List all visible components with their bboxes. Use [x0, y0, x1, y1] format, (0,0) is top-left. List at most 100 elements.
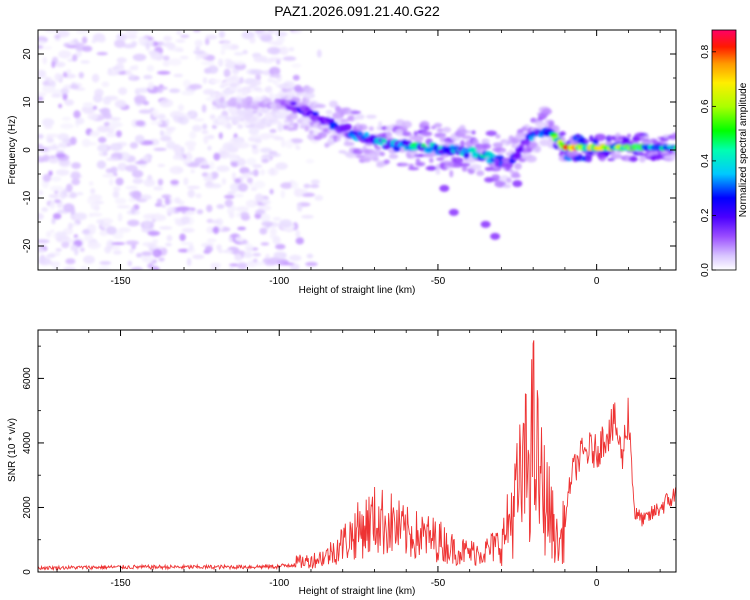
noise-blob	[124, 30, 139, 36]
noise-blob	[269, 188, 274, 195]
noise-blob	[216, 204, 225, 209]
noise-blob	[74, 248, 79, 256]
ridge-halo-blob	[347, 115, 356, 122]
noise-blob	[289, 138, 304, 144]
ridge-halo-blob	[388, 154, 399, 159]
noise-blob	[147, 81, 154, 90]
noise-blob	[280, 182, 293, 189]
noise-blob	[248, 171, 255, 175]
noise-blob	[52, 213, 62, 220]
noise-blob	[118, 87, 128, 95]
noise-blob	[242, 49, 248, 55]
ridge-core-blob	[505, 162, 514, 169]
spectrogram-noise	[38, 30, 326, 270]
noise-blob	[61, 116, 71, 121]
noise-blob	[147, 262, 154, 269]
noise-blob	[305, 261, 318, 267]
noise-blob	[220, 49, 226, 55]
noise-blob	[106, 157, 120, 161]
ridge-halo-blob	[400, 162, 409, 167]
noise-blob	[38, 40, 46, 45]
noise-blob	[98, 266, 111, 270]
bottom-x-tick-label: -50	[431, 578, 446, 589]
noise-blob	[51, 82, 56, 88]
noise-blob	[103, 121, 111, 127]
noise-blob	[51, 60, 56, 69]
noise-blob	[116, 205, 131, 209]
noise-blob	[193, 118, 205, 122]
noise-blob	[147, 213, 160, 220]
ridge-halo-blob	[355, 114, 365, 120]
noise-blob	[54, 38, 61, 42]
noise-blob	[159, 130, 164, 137]
noise-blob	[261, 158, 269, 164]
noise-blob	[166, 206, 175, 215]
snr-series-line	[38, 340, 676, 572]
noise-blob	[310, 179, 320, 185]
ridge-halo-blob	[329, 100, 338, 108]
ridge-halo-blob	[584, 139, 590, 143]
noise-blob	[166, 234, 173, 242]
ridge-halo-blob	[299, 116, 310, 122]
noise-blob	[224, 58, 232, 63]
noise-blob	[102, 151, 108, 156]
ridge-halo-blob	[275, 84, 285, 88]
noise-blob	[136, 87, 148, 93]
noise-blob	[239, 167, 250, 174]
noise-blob	[87, 241, 101, 250]
ridge-halo-blob	[535, 121, 546, 128]
noise-blob	[270, 135, 281, 139]
noise-blob	[186, 158, 192, 164]
ridge-halo-blob	[589, 135, 594, 143]
ridge-halo-blob	[378, 121, 383, 129]
ridge-halo-blob	[307, 133, 316, 140]
ridge-halo-blob	[461, 135, 473, 140]
colorbar-tick-label: 0.6	[700, 99, 711, 113]
noise-blob	[236, 158, 246, 167]
noise-blob	[109, 120, 122, 129]
noise-blob	[251, 144, 257, 149]
noise-blob	[63, 188, 68, 197]
noise-blob	[80, 265, 88, 270]
noise-blob	[216, 165, 230, 172]
ridge-core-blob	[229, 97, 237, 103]
ridge-core-blob	[469, 146, 477, 154]
noise-blob	[187, 145, 195, 152]
noise-blob	[168, 58, 182, 66]
noise-blob	[172, 144, 182, 153]
noise-blob	[269, 129, 277, 133]
top-y-tick-label: 20	[22, 48, 33, 60]
noise-blob	[55, 248, 62, 252]
ridge-core-blob	[342, 123, 353, 131]
noise-blob	[193, 50, 205, 55]
noise-blob	[224, 199, 234, 208]
noise-blob	[70, 171, 81, 180]
noise-blob	[38, 69, 47, 79]
noise-blob	[243, 251, 253, 259]
ridge-halo-blob	[385, 131, 393, 139]
noise-blob	[202, 89, 216, 95]
noise-blob	[202, 123, 208, 130]
ridge-halo-blob	[483, 138, 490, 146]
ridge-halo-blob	[272, 80, 279, 85]
noise-blob	[162, 42, 175, 48]
noise-blob	[239, 76, 244, 84]
noise-blob	[70, 84, 79, 90]
ridge-halo-blob	[652, 140, 659, 146]
noise-blob	[143, 74, 153, 80]
noise-blob	[82, 228, 90, 235]
noise-blob	[289, 254, 302, 262]
noise-blob	[185, 114, 191, 119]
bottom-x-tick-label: -100	[269, 578, 289, 589]
noise-blob	[279, 46, 289, 56]
colorbar-ticks: 0.0 0.2 0.4 0.6 0.8	[700, 44, 716, 277]
noise-blob	[153, 147, 167, 151]
ridge-halo-blob	[471, 130, 476, 135]
noise-blob	[258, 134, 271, 140]
ridge-halo-blob	[534, 145, 542, 153]
colorbar: 0.0 0.2 0.4 0.6 0.8 Normalized spectral ampl…	[700, 29, 749, 277]
ridge-halo-blob	[264, 87, 270, 93]
noise-blob	[43, 46, 53, 50]
noise-blob	[175, 39, 186, 43]
